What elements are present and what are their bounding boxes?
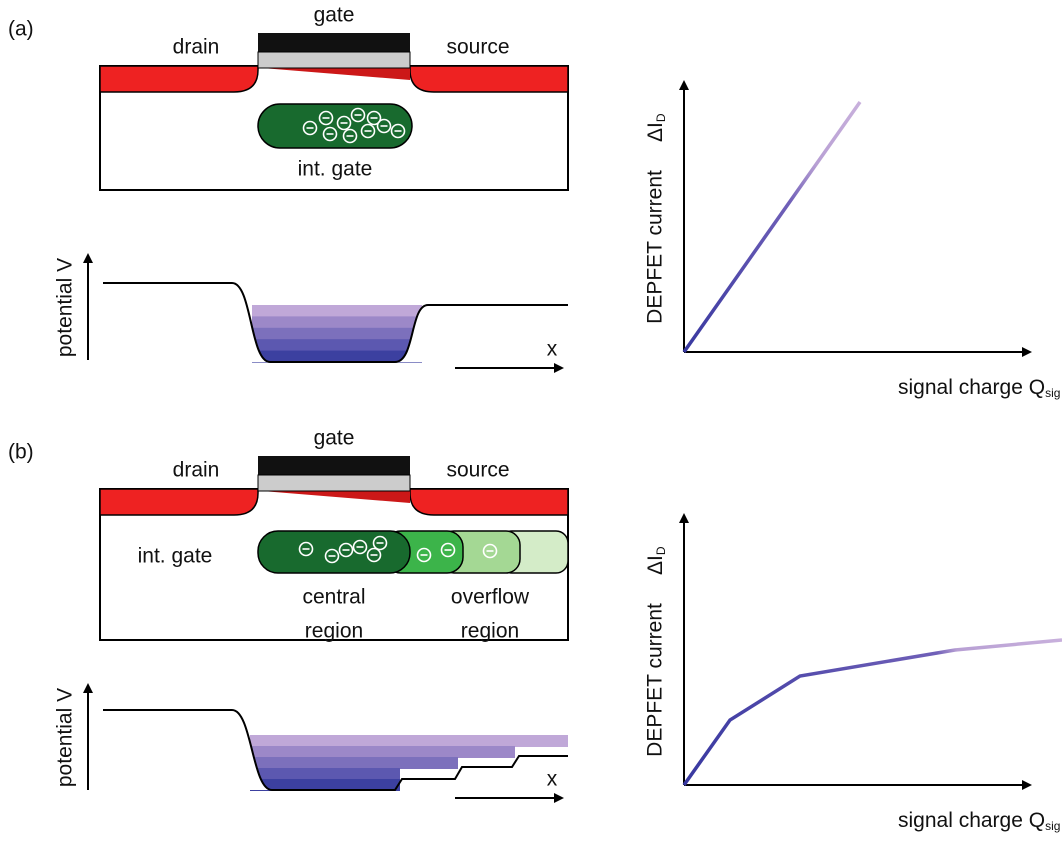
subscript-sig: sig xyxy=(1045,819,1060,833)
region-label: overflow xyxy=(451,586,530,609)
source-label: source xyxy=(446,36,509,59)
region-label: region xyxy=(305,620,363,643)
potential-band xyxy=(250,735,568,747)
potential-band xyxy=(252,351,422,363)
int-gate-label: int. gate xyxy=(138,545,213,568)
subscript-d: D xyxy=(654,113,668,122)
response-y-label: DEPFET current xyxy=(644,170,667,324)
potential-band xyxy=(250,757,458,769)
drain-label: drain xyxy=(173,36,220,59)
gate-metal xyxy=(258,33,410,52)
source-label: source xyxy=(446,459,509,482)
panel-label: (a) xyxy=(8,18,34,41)
response-y-symbol: ΔID xyxy=(644,113,669,142)
response-y-symbol: ΔID xyxy=(644,546,669,575)
gate-oxide xyxy=(258,52,410,68)
potential-band xyxy=(252,305,422,317)
potential-band xyxy=(252,339,422,351)
delta-i: ΔI xyxy=(644,122,667,142)
response-x-label: signal charge Qsig xyxy=(898,376,1060,401)
gate-oxide xyxy=(258,475,410,491)
central-region xyxy=(258,531,410,573)
drain-implant xyxy=(100,66,258,92)
potential-band xyxy=(252,316,422,328)
potential-band xyxy=(250,746,515,758)
potential-band xyxy=(252,328,422,340)
potential-y-label: potential V xyxy=(54,258,77,357)
response-line xyxy=(684,640,1062,785)
source-implant xyxy=(410,489,568,515)
region-label: central xyxy=(302,586,365,609)
response-x-label: signal charge Qsig xyxy=(898,809,1060,834)
delta-i: ΔI xyxy=(644,555,667,575)
internal-gate xyxy=(258,104,412,148)
x-label: x xyxy=(547,768,558,791)
gate-label: gate xyxy=(314,427,355,450)
x-label: x xyxy=(547,338,558,361)
signal-charge: signal charge Q xyxy=(898,376,1045,399)
potential-y-label: potential V xyxy=(54,688,77,787)
subscript-sig: sig xyxy=(1045,386,1060,400)
subscript-d: D xyxy=(654,546,668,555)
source-implant xyxy=(410,66,568,92)
gate-metal xyxy=(258,456,410,475)
drain-label: drain xyxy=(173,459,220,482)
signal-charge: signal charge Q xyxy=(898,809,1045,832)
response-y-label: DEPFET current xyxy=(644,603,667,757)
region-label: region xyxy=(461,620,519,643)
gate-label: gate xyxy=(314,4,355,27)
int-gate-label: int. gate xyxy=(298,158,373,181)
figure: (a) gate drain source int. gate potential V x D… xyxy=(0,0,1062,844)
drain-implant xyxy=(100,489,258,515)
panel-label: (b) xyxy=(8,441,34,464)
potential-band xyxy=(250,768,400,780)
response-line xyxy=(684,102,860,352)
